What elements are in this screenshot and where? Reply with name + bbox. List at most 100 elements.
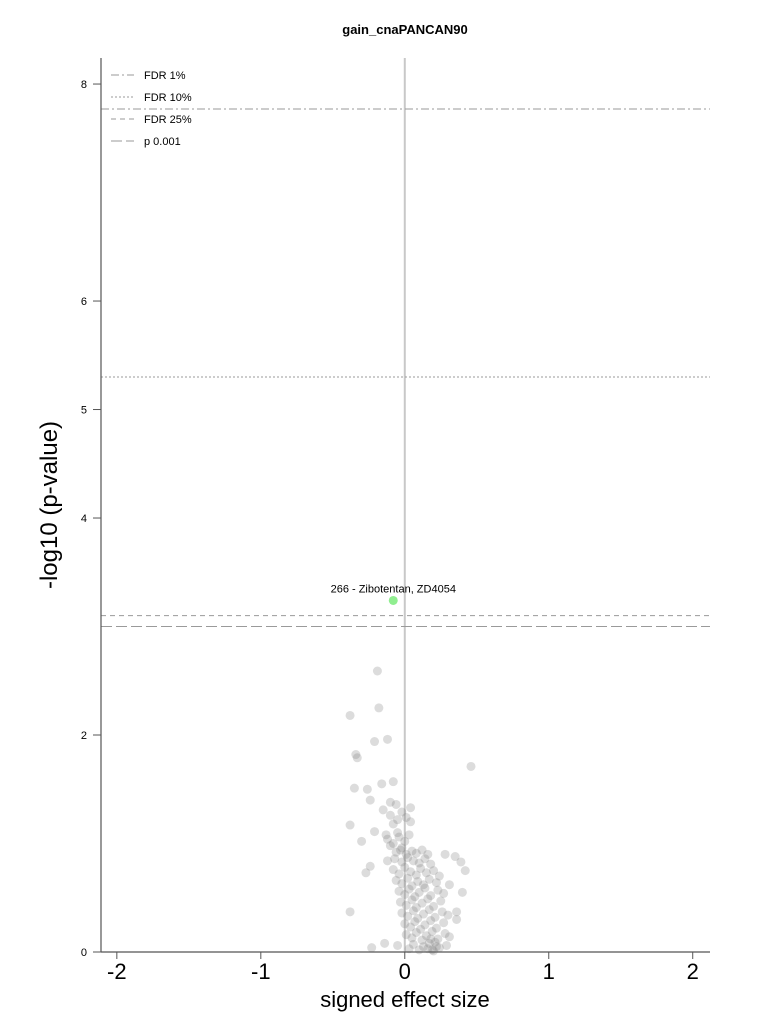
- data-point: [429, 901, 439, 911]
- data-point: [397, 843, 407, 853]
- data-point: [394, 886, 404, 896]
- data-point: [367, 943, 377, 953]
- data-point: [400, 836, 410, 846]
- data-point: [393, 828, 403, 838]
- data-point: [444, 932, 454, 942]
- data-point: [383, 734, 393, 744]
- data-point: [383, 834, 393, 844]
- data-point: [424, 938, 434, 948]
- data-point: [410, 892, 420, 902]
- data-point: [406, 817, 416, 827]
- data-point: [444, 880, 454, 890]
- data-point: [431, 878, 441, 888]
- data-point: [411, 903, 421, 913]
- data-point: [417, 845, 427, 855]
- data-point: [439, 918, 449, 928]
- data-point: [401, 849, 411, 859]
- data-point: [400, 889, 410, 899]
- data-point: [457, 887, 467, 897]
- data-point: [416, 924, 426, 934]
- data-point: [391, 799, 401, 809]
- x-tick-label: 2: [687, 959, 699, 984]
- data-point: [418, 880, 428, 890]
- data-point: [362, 784, 372, 794]
- data-point: [440, 849, 450, 859]
- data-point: [426, 916, 436, 926]
- data-point: [391, 847, 401, 857]
- data-point: [357, 836, 367, 846]
- x-tick-label: -1: [251, 959, 271, 984]
- y-tick-label: 8: [81, 79, 87, 91]
- highlighted-point: [388, 595, 398, 605]
- data-point: [439, 888, 449, 898]
- data-point: [401, 900, 411, 910]
- data-point: [421, 868, 431, 878]
- data-point: [404, 884, 414, 894]
- data-points: [345, 666, 476, 956]
- data-point: [413, 913, 423, 923]
- data-point: [381, 830, 391, 840]
- data-point: [397, 908, 407, 918]
- legend-label: FDR 1%: [144, 70, 186, 82]
- data-point: [395, 845, 405, 855]
- data-point: [460, 866, 470, 876]
- data-point: [413, 876, 423, 886]
- data-point: [395, 897, 405, 907]
- data-point: [345, 820, 355, 830]
- data-point: [410, 917, 420, 927]
- data-point: [407, 846, 417, 856]
- data-point: [391, 875, 401, 885]
- legend-label: FDR 10%: [144, 92, 192, 104]
- data-point: [385, 841, 395, 851]
- data-point: [400, 919, 410, 929]
- data-point: [429, 866, 439, 876]
- x-tick-label: 1: [543, 959, 555, 984]
- data-point: [426, 891, 436, 901]
- data-point: [424, 874, 434, 884]
- data-point: [407, 933, 417, 943]
- data-point: [411, 870, 421, 880]
- data-point: [420, 920, 430, 930]
- data-point: [406, 867, 416, 877]
- data-point: [433, 885, 443, 895]
- data-point: [404, 830, 414, 840]
- data-point: [434, 943, 444, 953]
- data-point: [420, 883, 430, 893]
- chart-title: gain_cnaPANCAN90: [342, 22, 467, 37]
- highlighted-point-label: 266 - Zibotentan, ZD4054: [331, 583, 456, 595]
- data-point: [426, 934, 436, 944]
- data-point: [429, 946, 439, 956]
- data-point: [406, 922, 416, 932]
- data-point: [427, 945, 437, 955]
- data-point: [426, 859, 436, 869]
- data-point: [388, 777, 398, 787]
- data-point: [404, 944, 414, 954]
- y-tick-label: 4: [81, 513, 87, 525]
- data-point: [427, 926, 437, 936]
- data-point: [452, 907, 462, 917]
- x-axis-label: signed effect size: [320, 987, 490, 1012]
- data-point: [352, 753, 362, 763]
- y-tick-label: 2: [81, 730, 87, 742]
- data-point: [372, 666, 382, 676]
- data-point: [452, 914, 462, 924]
- data-point: [423, 944, 433, 954]
- data-point: [393, 815, 403, 825]
- data-point: [433, 934, 443, 944]
- data-point: [411, 848, 421, 858]
- data-point: [397, 879, 407, 889]
- data-point: [374, 703, 384, 713]
- data-point: [406, 803, 416, 813]
- data-point: [397, 857, 407, 867]
- legend-label: FDR 25%: [144, 114, 192, 126]
- data-point: [418, 942, 428, 952]
- data-point: [388, 819, 398, 829]
- data-point: [370, 827, 380, 837]
- data-point: [430, 912, 440, 922]
- data-point: [351, 750, 361, 760]
- data-point: [394, 869, 404, 879]
- data-point: [418, 909, 428, 919]
- data-point: [385, 810, 395, 820]
- data-point: [400, 862, 410, 872]
- data-point: [423, 894, 433, 904]
